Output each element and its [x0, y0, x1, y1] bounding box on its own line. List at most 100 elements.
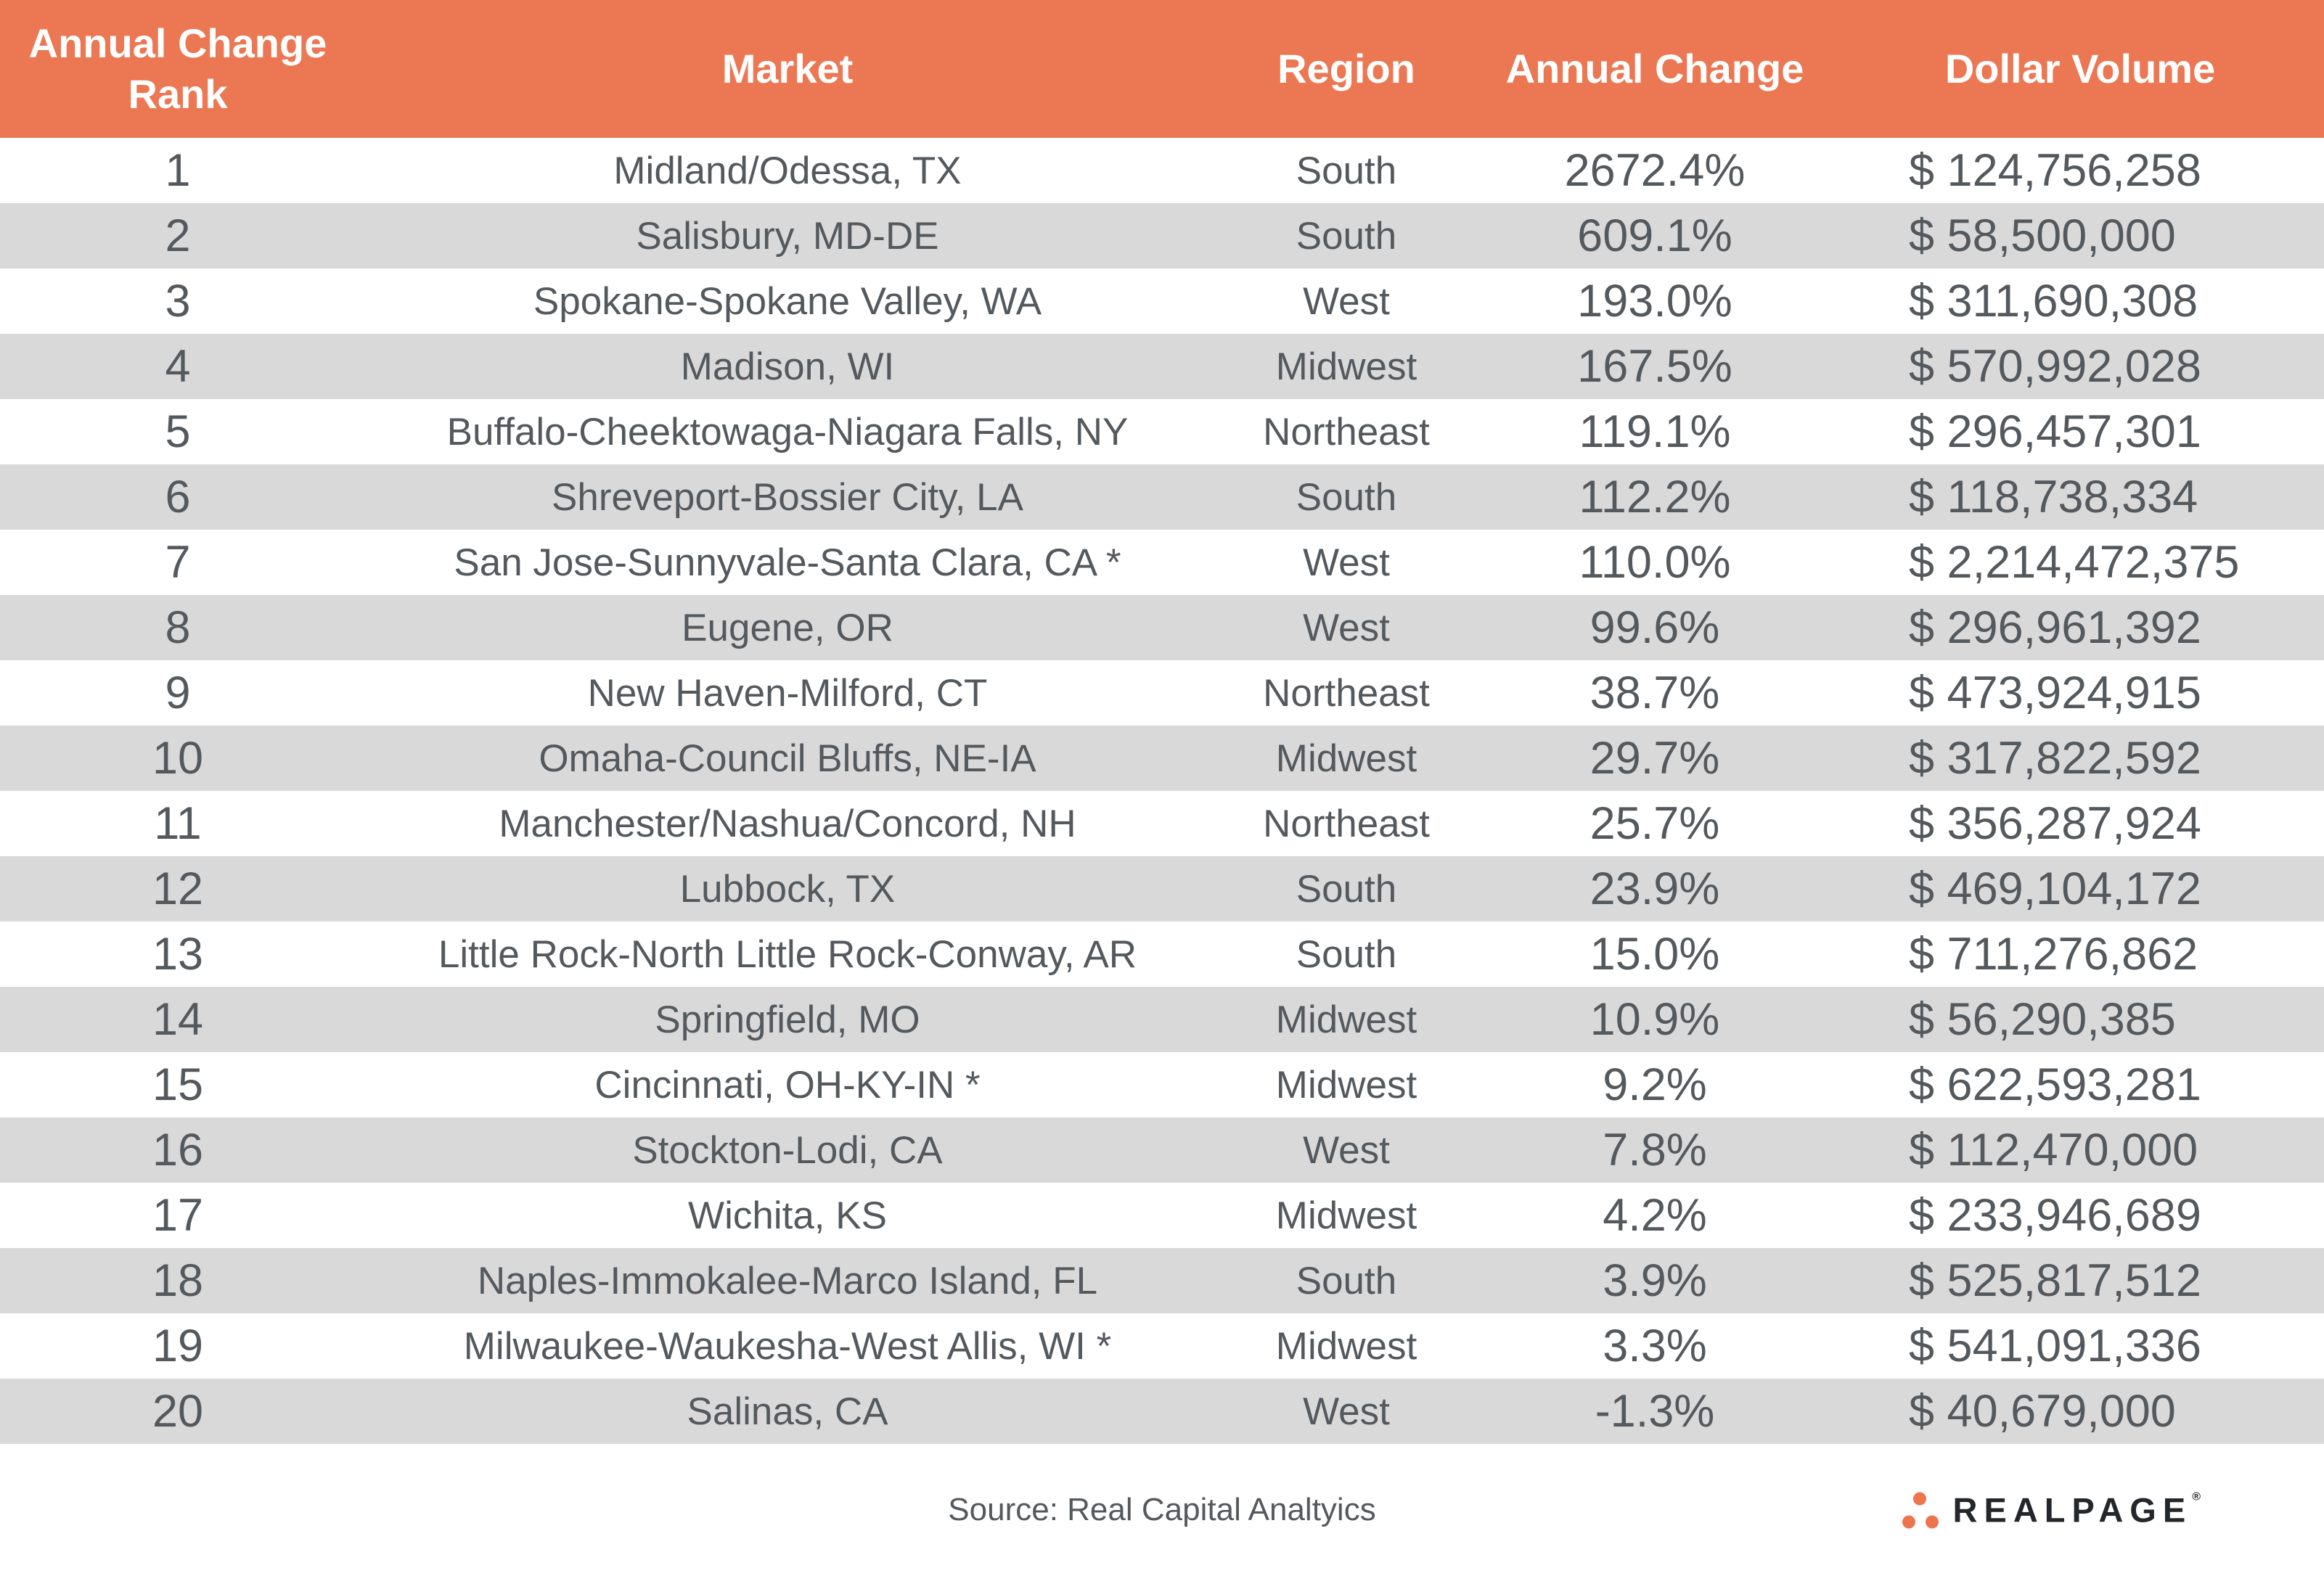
region-cell: Midwest: [1219, 1183, 1473, 1248]
region-cell: South: [1219, 922, 1473, 987]
dollar-volume-cell: $ 525,817,512: [1836, 1248, 2324, 1313]
table-row: 19 Milwaukee-Waukesha-West Allis, WI * M…: [0, 1313, 2324, 1379]
dollar-volume-cell: $ 711,276,862: [1836, 922, 2324, 987]
header-annual-change: Annual Change: [1473, 0, 1836, 138]
dollar-volume-cell: $ 233,946,689: [1836, 1183, 2324, 1248]
table-row: 7 San Jose-Sunnyvale-Santa Clara, CA * W…: [0, 530, 2324, 595]
market-cell: Cincinnati, OH-KY-IN *: [356, 1052, 1219, 1117]
market-cell: Salisbury, MD-DE: [356, 203, 1219, 268]
market-cell: Springfield, MO: [356, 987, 1219, 1052]
annual-change-cell: 3.3%: [1473, 1313, 1836, 1379]
market-cell: Stockton-Lodi, CA: [356, 1117, 1219, 1183]
table-row: 18 Naples-Immokalee-Marco Island, FL Sou…: [0, 1248, 2324, 1313]
region-cell: South: [1219, 1248, 1473, 1313]
rank-cell: 7: [0, 530, 356, 595]
annual-change-cell: 167.5%: [1473, 334, 1836, 399]
annual-change-cell: 99.6%: [1473, 595, 1836, 660]
annual-change-cell: 15.0%: [1473, 922, 1836, 987]
region-cell: Midwest: [1219, 987, 1473, 1052]
annual-change-cell: 119.1%: [1473, 399, 1836, 464]
dollar-volume-cell: $ 118,738,334: [1836, 464, 2324, 530]
annual-change-cell: 7.8%: [1473, 1117, 1836, 1183]
region-cell: Midwest: [1219, 1313, 1473, 1379]
header-dollar-volume: Dollar Volume: [1836, 0, 2324, 138]
dollar-volume-cell: $ 124,756,258: [1836, 138, 2324, 203]
dollar-volume-cell: $ 112,470,000: [1836, 1117, 2324, 1183]
market-cell: Lubbock, TX: [356, 856, 1219, 922]
dollar-volume-cell: $ 40,679,000: [1836, 1379, 2324, 1444]
rank-cell: 13: [0, 922, 356, 987]
rank-cell: 17: [0, 1183, 356, 1248]
region-cell: South: [1219, 138, 1473, 203]
header-region: Region: [1219, 0, 1473, 138]
dollar-volume-cell: $ 356,287,924: [1836, 791, 2324, 856]
table-row: 5 Buffalo-Cheektowaga-Niagara Falls, NY …: [0, 399, 2324, 464]
header-annual-change-rank: Annual Change Rank: [0, 0, 356, 138]
market-cell: Salinas, CA: [356, 1379, 1219, 1444]
header-market: Market: [356, 0, 1219, 138]
region-cell: Midwest: [1219, 1052, 1473, 1117]
table-row: 11 Manchester/Nashua/Concord, NH Northea…: [0, 791, 2324, 856]
table-row: 6 Shreveport-Bossier City, LA South 112.…: [0, 464, 2324, 530]
footer: Source: Real Capital Analtyics REALPAGE®: [0, 1444, 2324, 1576]
dollar-volume-cell: $ 296,961,392: [1836, 595, 2324, 660]
region-cell: South: [1219, 856, 1473, 922]
dollar-volume-cell: $ 570,992,028: [1836, 334, 2324, 399]
annual-change-cell: 25.7%: [1473, 791, 1836, 856]
rank-cell: 3: [0, 268, 356, 334]
market-cell: Madison, WI: [356, 334, 1219, 399]
table-row: 10 Omaha-Council Bluffs, NE-IA Midwest 2…: [0, 726, 2324, 791]
market-cell: Buffalo-Cheektowaga-Niagara Falls, NY: [356, 399, 1219, 464]
annual-change-cell: -1.3%: [1473, 1379, 1836, 1444]
annual-change-cell: 38.7%: [1473, 660, 1836, 726]
header-row: Annual Change Rank Market Region Annual …: [0, 0, 2324, 138]
dollar-volume-cell: $ 296,457,301: [1836, 399, 2324, 464]
dollar-volume-cell: $ 469,104,172: [1836, 856, 2324, 922]
table-row: 1 Midland/Odessa, TX South 2672.4% $ 124…: [0, 138, 2324, 203]
market-cell: San Jose-Sunnyvale-Santa Clara, CA *: [356, 530, 1219, 595]
market-cell: Manchester/Nashua/Concord, NH: [356, 791, 1219, 856]
annual-change-cell: 29.7%: [1473, 726, 1836, 791]
rank-cell: 10: [0, 726, 356, 791]
region-cell: Midwest: [1219, 334, 1473, 399]
realpage-wordmark: REALPAGE®: [1952, 1490, 2201, 1530]
rank-cell: 6: [0, 464, 356, 530]
table-row: 13 Little Rock-North Little Rock-Conway,…: [0, 922, 2324, 987]
region-cell: Northeast: [1219, 660, 1473, 726]
dollar-volume-cell: $ 2,214,472,375: [1836, 530, 2324, 595]
rank-cell: 4: [0, 334, 356, 399]
dollar-volume-cell: $ 317,822,592: [1836, 726, 2324, 791]
rank-cell: 1: [0, 138, 356, 203]
annual-change-cell: 23.9%: [1473, 856, 1836, 922]
region-cell: Northeast: [1219, 791, 1473, 856]
annual-change-cell: 9.2%: [1473, 1052, 1836, 1117]
table-row: 20 Salinas, CA West -1.3% $ 40,679,000: [0, 1379, 2324, 1444]
region-cell: South: [1219, 203, 1473, 268]
rank-cell: 14: [0, 987, 356, 1052]
dollar-volume-cell: $ 541,091,336: [1836, 1313, 2324, 1379]
region-cell: South: [1219, 464, 1473, 530]
region-cell: West: [1219, 1379, 1473, 1444]
region-cell: West: [1219, 268, 1473, 334]
annual-change-rank-table: Annual Change Rank Market Region Annual …: [0, 0, 2324, 1444]
table-row: 4 Madison, WI Midwest 167.5% $ 570,992,0…: [0, 334, 2324, 399]
annual-change-cell: 3.9%: [1473, 1248, 1836, 1313]
market-cell: New Haven-Milford, CT: [356, 660, 1219, 726]
table-row: 2 Salisbury, MD-DE South 609.1% $ 58,500…: [0, 203, 2324, 268]
market-cell: Shreveport-Bossier City, LA: [356, 464, 1219, 530]
market-cell: Milwaukee-Waukesha-West Allis, WI *: [356, 1313, 1219, 1379]
annual-change-cell: 110.0%: [1473, 530, 1836, 595]
rank-cell: 11: [0, 791, 356, 856]
realpage-dots-icon: [1902, 1491, 1940, 1529]
dollar-volume-cell: $ 622,593,281: [1836, 1052, 2324, 1117]
rank-cell: 12: [0, 856, 356, 922]
table-row: 9 New Haven-Milford, CT Northeast 38.7% …: [0, 660, 2324, 726]
table-row: 14 Springfield, MO Midwest 10.9% $ 56,29…: [0, 987, 2324, 1052]
registered-mark: ®: [2192, 1490, 2201, 1503]
rank-cell: 18: [0, 1248, 356, 1313]
table-row: 12 Lubbock, TX South 23.9% $ 469,104,172: [0, 856, 2324, 922]
rank-cell: 16: [0, 1117, 356, 1183]
table-row: 17 Wichita, KS Midwest 4.2% $ 233,946,68…: [0, 1183, 2324, 1248]
rank-cell: 20: [0, 1379, 356, 1444]
annual-change-cell: 2672.4%: [1473, 138, 1836, 203]
